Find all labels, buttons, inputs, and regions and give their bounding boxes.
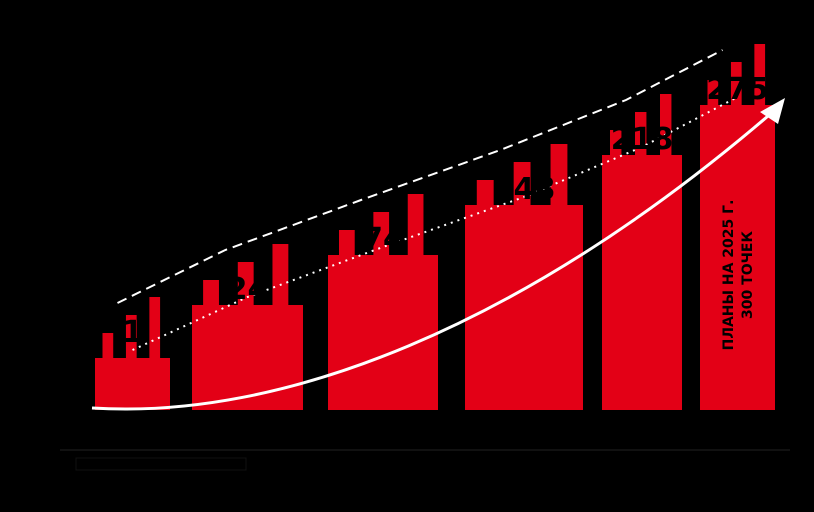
bar-4 — [465, 205, 583, 410]
decor-pillar — [610, 130, 622, 155]
bar-5 — [602, 155, 682, 410]
bar-3 — [328, 255, 438, 410]
value-label-5: 218 — [611, 122, 674, 157]
decor-pillar — [730, 62, 742, 105]
decor-pillar — [754, 44, 766, 105]
decor-pillar — [407, 194, 424, 255]
decor-pillar — [339, 230, 355, 255]
decor-pillar — [660, 94, 672, 155]
decor-pillar — [373, 212, 390, 255]
value-label-6: 275 — [706, 72, 769, 107]
value-label-3: 74 — [362, 222, 404, 257]
trend-arrow-head — [760, 98, 785, 124]
decor-pillar — [476, 180, 494, 205]
value-label-1: 1 — [122, 315, 143, 350]
decor-pillar — [203, 280, 219, 305]
plan-annotation-line1: ПЛАНЫ НА 2025 Г. — [721, 200, 737, 351]
decor-pillar — [149, 297, 161, 358]
decor-layer — [102, 44, 766, 358]
bar-6 — [700, 105, 775, 410]
decor-pillar — [707, 80, 719, 105]
decor-pillar — [513, 162, 531, 205]
decor-pillar — [550, 144, 568, 205]
bar-1 — [95, 358, 170, 410]
value-label-4: 148 — [493, 172, 556, 207]
trend-arrow-line — [91, 108, 776, 411]
decor-pillar — [125, 315, 137, 358]
decor-pillar — [272, 244, 289, 305]
decor-pillar — [237, 262, 254, 305]
dotted-connector — [132, 96, 738, 351]
decor-pillar — [102, 333, 114, 358]
labels-layer: 1 24 74 148 218 275 — [122, 72, 769, 350]
bars-layer — [95, 105, 775, 410]
decor-pillar — [635, 112, 647, 155]
value-label-2: 24 — [227, 272, 269, 307]
plan-annotation-line2: 300 ТОЧЕК — [740, 231, 756, 319]
dashed-connector — [117, 49, 723, 304]
legend — [75, 457, 247, 471]
bar-2 — [192, 305, 303, 410]
